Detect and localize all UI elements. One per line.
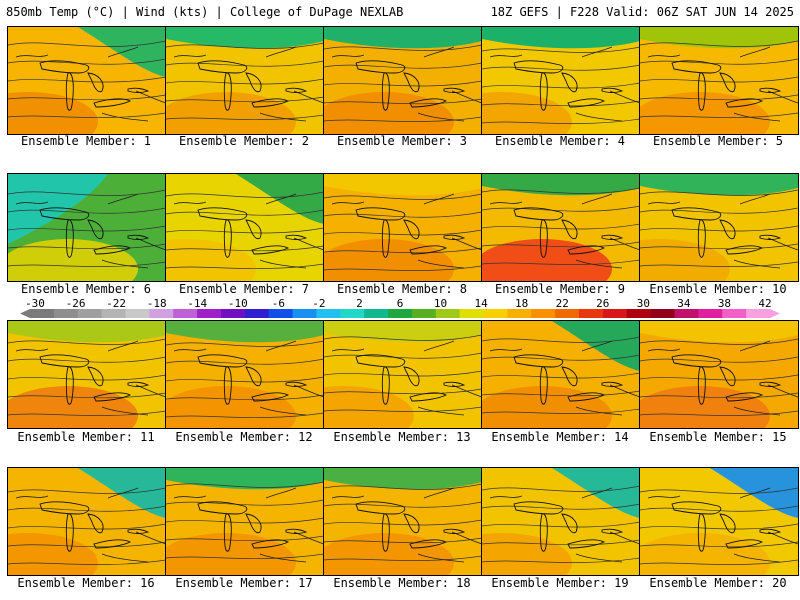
map-title: 850mb Temp (°C) | Wind (kts) | College o…: [6, 5, 404, 19]
colorbar-swatch: [149, 309, 174, 318]
ensemble-member-label: Ensemble Member: 19: [491, 576, 629, 590]
ensemble-member-map: [639, 320, 799, 429]
ensemble-member-map: [7, 173, 167, 282]
colorbar-swatch: [220, 309, 246, 318]
ensemble-member-label: Ensemble Member: 20: [649, 576, 787, 590]
ensemble-member-label: Ensemble Member: 10: [649, 282, 787, 296]
ensemble-member-label: Ensemble Member: 14: [491, 430, 629, 444]
colorbar-swatch: [53, 309, 79, 318]
colorbar-tick-label: 38: [718, 297, 731, 310]
ensemble-member-map: [7, 320, 167, 429]
colorbar-swatch: [125, 309, 150, 318]
ensemble-member-label: Ensemble Member: 5: [652, 134, 784, 148]
colorbar-tick-label: -14: [187, 297, 207, 310]
colorbar-tick-label: 2: [356, 297, 363, 310]
colorbar-tick-label: -26: [66, 297, 86, 310]
ensemble-member-label: Ensemble Member: 6: [20, 282, 152, 296]
colorbar-tick-label: 14: [474, 297, 488, 310]
colorbar-swatch: [340, 309, 365, 318]
colorbar-tick-label: 30: [637, 297, 650, 310]
colorbar-swatch: [602, 309, 628, 318]
colorbar-swatch: [77, 309, 103, 318]
ensemble-member-label: Ensemble Member: 12: [175, 430, 313, 444]
colorbar-tick-label: -2: [312, 297, 325, 310]
colorbar-swatch: [483, 309, 508, 318]
colorbar-swatch: [411, 309, 437, 318]
colorbar-swatch: [674, 309, 699, 318]
colorbar-tick-label: -6: [272, 297, 285, 310]
ensemble-member-label: Ensemble Member: 18: [333, 576, 471, 590]
colorbar-tick-label: 26: [596, 297, 609, 310]
colorbar-swatch: [244, 309, 270, 318]
colorbar-swatch: [292, 309, 317, 318]
colorbar-swatch: [531, 309, 556, 318]
colorbar-tick-label: 42: [758, 297, 771, 310]
ensemble-member-label: Ensemble Member: 8: [336, 282, 468, 296]
ensemble-member-label: Ensemble Member: 17: [175, 576, 313, 590]
colorbar-swatch: [650, 309, 676, 318]
ensemble-member-label: Ensemble Member: 3: [336, 134, 468, 148]
ensemble-member-label: Ensemble Member: 16: [17, 576, 155, 590]
ensemble-member-map: [7, 467, 167, 576]
colorbar-tick-label: 22: [556, 297, 569, 310]
colorbar-swatch: [101, 309, 126, 318]
ensemble-member-map: [481, 26, 641, 135]
ensemble-member-map: [165, 26, 325, 135]
colorbar-swatch: [698, 309, 723, 318]
colorbar-right-arrow: [770, 309, 780, 318]
colorbar-tick-label: -18: [147, 297, 167, 310]
ensemble-member-label: Ensemble Member: 11: [17, 430, 155, 444]
colorbar-swatch: [579, 309, 604, 318]
ensemble-member-map: [165, 320, 325, 429]
run-valid-time: 18Z GEFS | F228 Valid: 06Z SAT JUN 14 20…: [490, 5, 794, 19]
colorbar-swatch: [507, 309, 532, 318]
ensemble-member-label: Ensemble Member: 15: [649, 430, 787, 444]
ensemble-member-map: [323, 467, 483, 576]
ensemble-member-map: [7, 26, 167, 135]
ensemble-member-map: [323, 320, 483, 429]
colorbar-tick-label: 34: [677, 297, 691, 310]
ensemble-member-map: [323, 26, 483, 135]
colorbar-tick-label: 6: [397, 297, 404, 310]
colorbar-swatch: [316, 309, 341, 318]
colorbar-swatch: [364, 309, 389, 318]
colorbar-tick-label: -30: [25, 297, 45, 310]
colorbar-tick-label: 10: [434, 297, 447, 310]
colorbar-swatch: [197, 309, 222, 318]
colorbar-swatch: [555, 309, 580, 318]
ensemble-member-map: [639, 26, 799, 135]
colorbar-swatch: [722, 309, 747, 318]
colorbar-tick-label: 18: [515, 297, 528, 310]
ensemble-member-map: [165, 467, 325, 576]
ensemble-member-map: [165, 173, 325, 282]
ensemble-member-label: Ensemble Member: 13: [333, 430, 471, 444]
ensemble-member-map: [481, 173, 641, 282]
ensemble-member-map: [639, 467, 799, 576]
colorbar-tick-label: -22: [106, 297, 126, 310]
colorbar-swatch: [268, 309, 294, 318]
colorbar-swatch: [435, 309, 461, 318]
colorbar-swatch: [388, 309, 413, 318]
ensemble-member-map: [323, 173, 483, 282]
ensemble-member-label: Ensemble Member: 9: [494, 282, 626, 296]
temperature-color-legend: -30 -26 -22 -18 -14 -10 -6 -2 2 6 10 14 18 22 26 30 34 38…: [0, 296, 800, 320]
colorbar-swatch: [626, 309, 652, 318]
ensemble-member-map: [639, 173, 799, 282]
colorbar-left-arrow: [20, 309, 30, 318]
colorbar-swatch: [30, 309, 55, 318]
colorbar-swatch: [173, 309, 198, 318]
ensemble-member-label: Ensemble Member: 7: [178, 282, 310, 296]
ensemble-member-label: Ensemble Member: 4: [494, 134, 626, 148]
colorbar-swatch: [459, 309, 485, 318]
ensemble-member-label: Ensemble Member: 2: [178, 134, 310, 148]
colorbar-tick-label: -10: [228, 297, 248, 310]
ensemble-member-map: [481, 320, 641, 429]
colorbar-swatch: [746, 309, 771, 318]
ensemble-member-label: Ensemble Member: 1: [20, 134, 152, 148]
ensemble-member-map: [481, 467, 641, 576]
